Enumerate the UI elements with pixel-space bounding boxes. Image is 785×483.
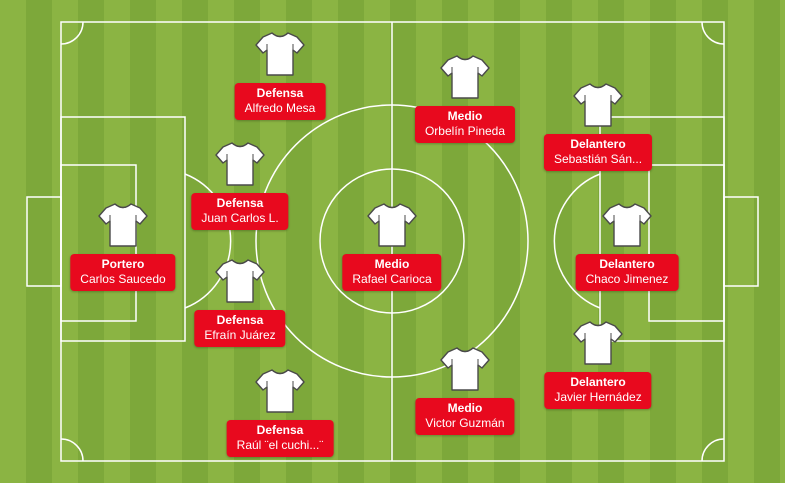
player-name: Rafael Carioca [352,272,432,286]
player-name: Juan Carlos L. [201,211,279,225]
center-circle [319,168,465,314]
shirt-icon [573,82,623,128]
player-label: Delantero Javier Hernádez [544,372,652,409]
player-label: Defensa Raúl ¨el cuchi...¨ [226,420,334,457]
player-label: Delantero Chaco Jimenez [575,254,679,291]
shirt-icon [255,368,305,414]
corner-arc-top-left [60,21,84,45]
player-label: Medio Victor Guzmán [415,398,515,435]
player-label: Medio Orbelín Pineda [414,106,516,143]
player-name: Alfredo Mesa [244,101,316,115]
player-label: Medio Rafael Carioca [342,254,442,291]
player-role: Defensa [256,86,304,100]
player-label: Delantero Sebastián Sán... [543,134,653,171]
shirt-icon [215,258,265,304]
player-name: Efraín Juárez [204,328,276,342]
player-role: Defensa [256,423,304,437]
player-name: Sebastián Sán... [553,152,643,166]
player-label: Defensa Efraín Juárez [194,310,286,347]
player-role: Medio [447,109,483,123]
player-label: Defensa Alfredo Mesa [234,83,326,120]
player-name: Victor Guzmán [425,416,505,430]
right-goal-area [648,164,725,322]
player-name: Raúl ¨el cuchi...¨ [236,438,324,452]
player-role: Delantero [570,375,626,389]
player-role: Delantero [570,137,626,151]
corner-arc-bottom-left [60,438,84,462]
player-name: Carlos Saucedo [80,272,166,286]
player-name: Chaco Jimenez [585,272,669,286]
player-role: Delantero [599,257,655,271]
player-role: Medio [374,257,410,271]
player-role: Portero [101,257,145,271]
player-role: Defensa [216,196,264,210]
shirt-icon [215,141,265,187]
player-label: Portero Carlos Saucedo [70,254,176,291]
player-role: Medio [447,401,483,415]
shirt-icon [573,320,623,366]
shirt-icon [602,202,652,248]
player-label: Defensa Juan Carlos L. [191,193,289,230]
shirt-icon [367,202,417,248]
player-name: Javier Hernádez [554,390,642,404]
center-big-circle [255,104,529,378]
shirt-icon [255,31,305,77]
shirt-icon [440,346,490,392]
right-goal [723,196,759,287]
corner-arc-top-right [701,21,725,45]
left-goal [26,196,62,287]
shirt-icon [440,54,490,100]
player-role: Defensa [216,313,264,327]
left-penalty-arc [184,173,232,309]
corner-arc-bottom-right [701,438,725,462]
right-penalty-arc [553,173,601,309]
player-name: Orbelín Pineda [424,124,506,138]
shirt-icon [98,202,148,248]
